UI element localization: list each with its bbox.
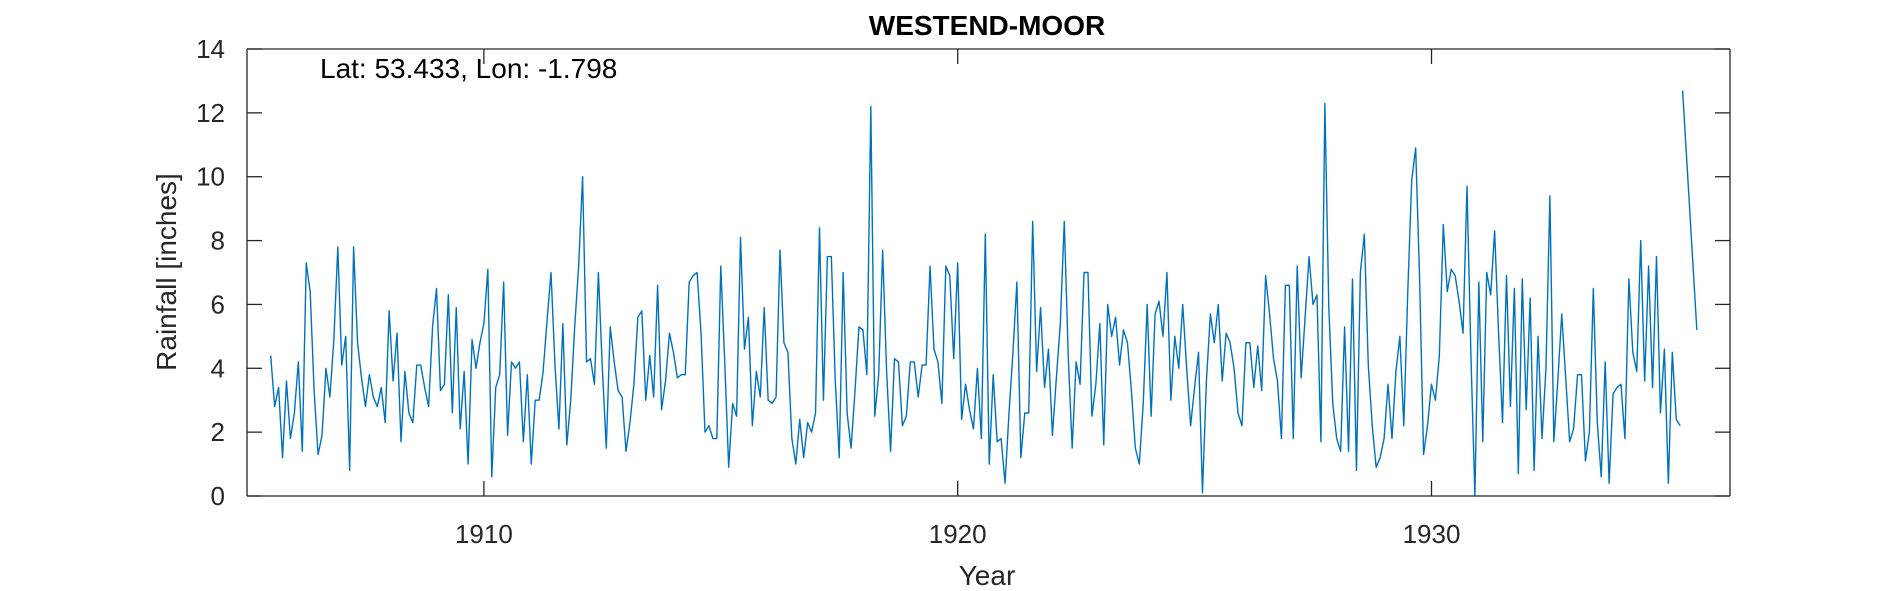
series-layer <box>269 90 1698 497</box>
x-tick-label-1910: 1910 <box>455 519 513 549</box>
y-tick-label-4: 4 <box>211 353 225 383</box>
y-tick-label-14: 14 <box>196 34 225 64</box>
y-axis-label: Rainfall [inches] <box>151 173 182 371</box>
y-tick-label-6: 6 <box>211 289 225 319</box>
rainfall-series-line-2 <box>1681 90 1698 331</box>
x-axis-label: Year <box>959 560 1016 591</box>
axes-layer: 0 2 4 6 8 10 12 14 1910 1920 1930 <box>196 34 1731 549</box>
y-tick-label-12: 12 <box>196 98 225 128</box>
rainfall-series-line-1 <box>269 102 1681 497</box>
x-tick-label-1920: 1920 <box>929 519 987 549</box>
y-tick-label-0: 0 <box>211 481 225 511</box>
chart-title: WESTEND-MOOR <box>869 10 1105 41</box>
y-tick-label-2: 2 <box>211 417 225 447</box>
x-tick-label-1930: 1930 <box>1403 519 1461 549</box>
y-tick-label-8: 8 <box>211 226 225 256</box>
y-tick-label-10: 10 <box>196 162 225 192</box>
location-annotation: Lat: 53.433, Lon: -1.798 <box>320 53 617 84</box>
